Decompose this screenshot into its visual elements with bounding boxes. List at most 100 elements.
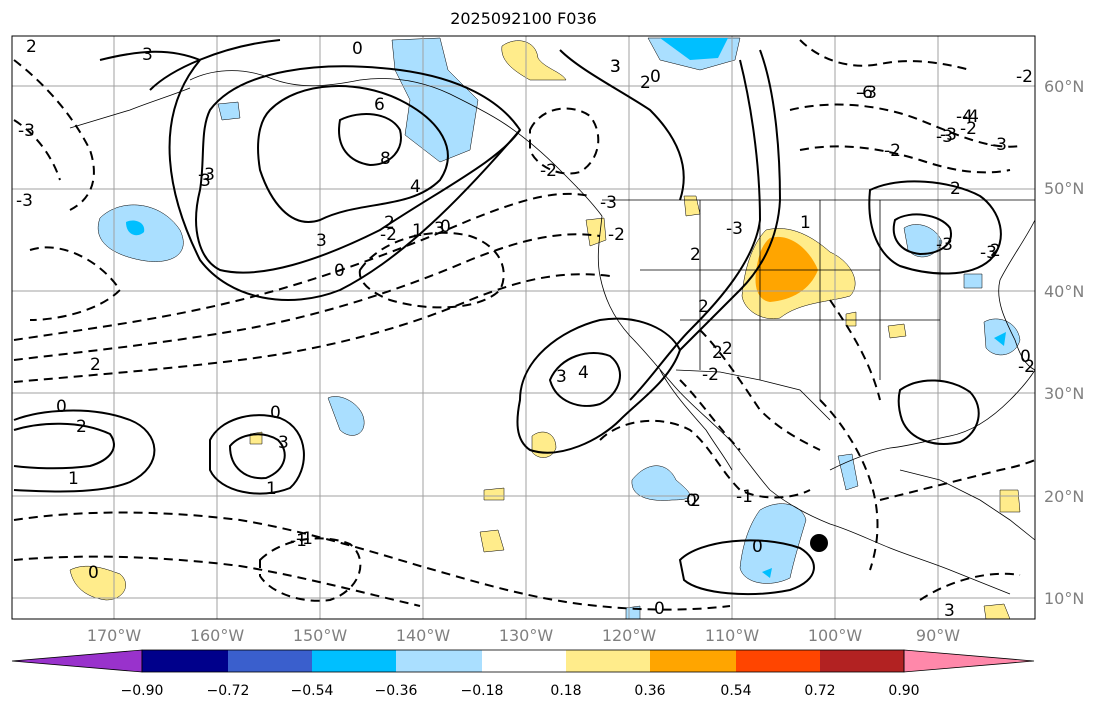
shade-pos-caribbean [999,489,1021,513]
shade-pos-hawaii [69,565,126,601]
lon-label-170w: 170°W [86,626,142,645]
contour-label: 2 [990,241,1001,261]
contour-label: 1 [68,469,79,489]
contour-label: 0 [686,491,697,511]
contour-label: 3 [610,57,621,77]
contour-label: 2 [722,339,733,359]
contour-line [699,329,821,451]
colorbar-bin [396,650,482,672]
contour-label: 2 [90,355,101,375]
contour-line [892,213,952,256]
alaska-coast [189,70,603,217]
colorbar-outline [141,649,905,673]
contour-label: -3 [726,219,743,239]
contour-label: -3 [936,235,953,255]
contour-line [209,414,305,495]
shade-neg-great-lakes [903,224,943,258]
shade-neg-mexico-core [762,568,772,578]
contour-line [13,192,591,341]
contour-line [13,273,611,383]
lat-label-20n: 20°N [1044,487,1085,506]
contour-line [548,352,621,407]
contour-label: 3 [434,219,445,239]
shade-neg-east-coast-core [994,332,1006,346]
contour-label: -3 [936,127,953,147]
contour-label: 2 [690,245,701,265]
baja [659,369,733,471]
contour-label: 1 [266,479,277,499]
shade-neg-gulf-small [837,453,859,491]
contour-label: 3 [316,231,327,251]
contour-label: 0 [1020,347,1031,367]
lat-label-40n: 40°N [1044,282,1085,301]
east-coast [998,219,1036,371]
shade-neg-pacific-core [126,220,145,236]
gulf-coast [829,369,1036,471]
contour-label: 1 [412,221,423,241]
contour-line [13,409,156,493]
colorbar-min-extension [11,649,143,673]
contour-label: -2 [1016,67,1033,87]
colorbar-max-extension [903,649,1035,673]
west-coast [597,215,771,491]
contour-line [257,85,449,223]
contour-line [13,119,61,181]
contour-label: 0 [56,397,67,417]
contour-label: 2 [712,343,723,363]
contour-label: -3 [18,121,35,141]
lon-label-160w: 160°W [189,626,245,645]
lat-label-60n: 60°N [1044,77,1085,96]
shade-neg-small-bering [217,101,241,121]
contour-label: 0 [352,39,363,59]
contour-line [338,113,402,167]
contour-labels: 2 3 3 0 6 8 3 -3 4 0 3 2 1 3 0 2 0 2 3 3… [16,37,1035,621]
contour-label: -2 [702,365,719,385]
colorbar-tick-label: 0.72 [804,683,836,699]
shade-pos-plains-core [755,236,818,302]
contour-label: -3 [980,243,997,263]
colorbar-tick-label: 0.54 [720,683,752,699]
contours-positive [13,39,1002,596]
contour-line [799,39,971,71]
contour-line [29,246,122,321]
contour-label: 0 [270,403,281,423]
colorbar-bin [142,650,228,672]
map-background [12,36,1035,619]
colorbar-bin [736,650,820,672]
shade-pos-alaska-top [501,40,567,81]
colorbar-tick-label: −0.36 [374,683,418,699]
contour-label: 0 [752,537,763,557]
contour-line [559,49,685,201]
contour-label: 0 [650,67,661,87]
colorbar-bin [312,650,396,672]
contour-label: 0 [334,261,345,281]
colorbar-bin [482,650,566,672]
contour-label: 2 [640,73,651,93]
contour-line [529,107,600,175]
lon-label-100w: 100°W [807,626,863,645]
contour-label: -3 [198,165,215,185]
map-title: 2025092100 F036 [450,9,597,28]
contours-negative [13,39,1036,611]
contour-label: -2 [1018,357,1035,377]
contour-line [868,180,1002,275]
contour-label: 1 [800,213,811,233]
colorbar-bin [820,650,904,672]
contour-label: 3 [142,45,153,65]
shade-neg-alaska-gulf [391,37,479,163]
colorbar-tick-label: −0.72 [206,683,250,699]
contour-label: 2 [698,297,709,317]
contour-line [228,433,286,480]
central-america [899,469,1036,541]
contour-line [629,59,762,401]
shaded-regions [69,37,1021,620]
shade-neg-east-small [963,273,983,289]
shade-pos-pacific-small2 [479,529,505,553]
colorbar-bin [228,650,312,672]
shade-pos-texas [845,311,857,327]
colorbar-tick-label: −0.18 [460,683,504,699]
contour-label: -4 [962,107,979,127]
contour-line [13,422,115,470]
contour-label: -1 [296,529,313,549]
contour-line [259,537,362,602]
